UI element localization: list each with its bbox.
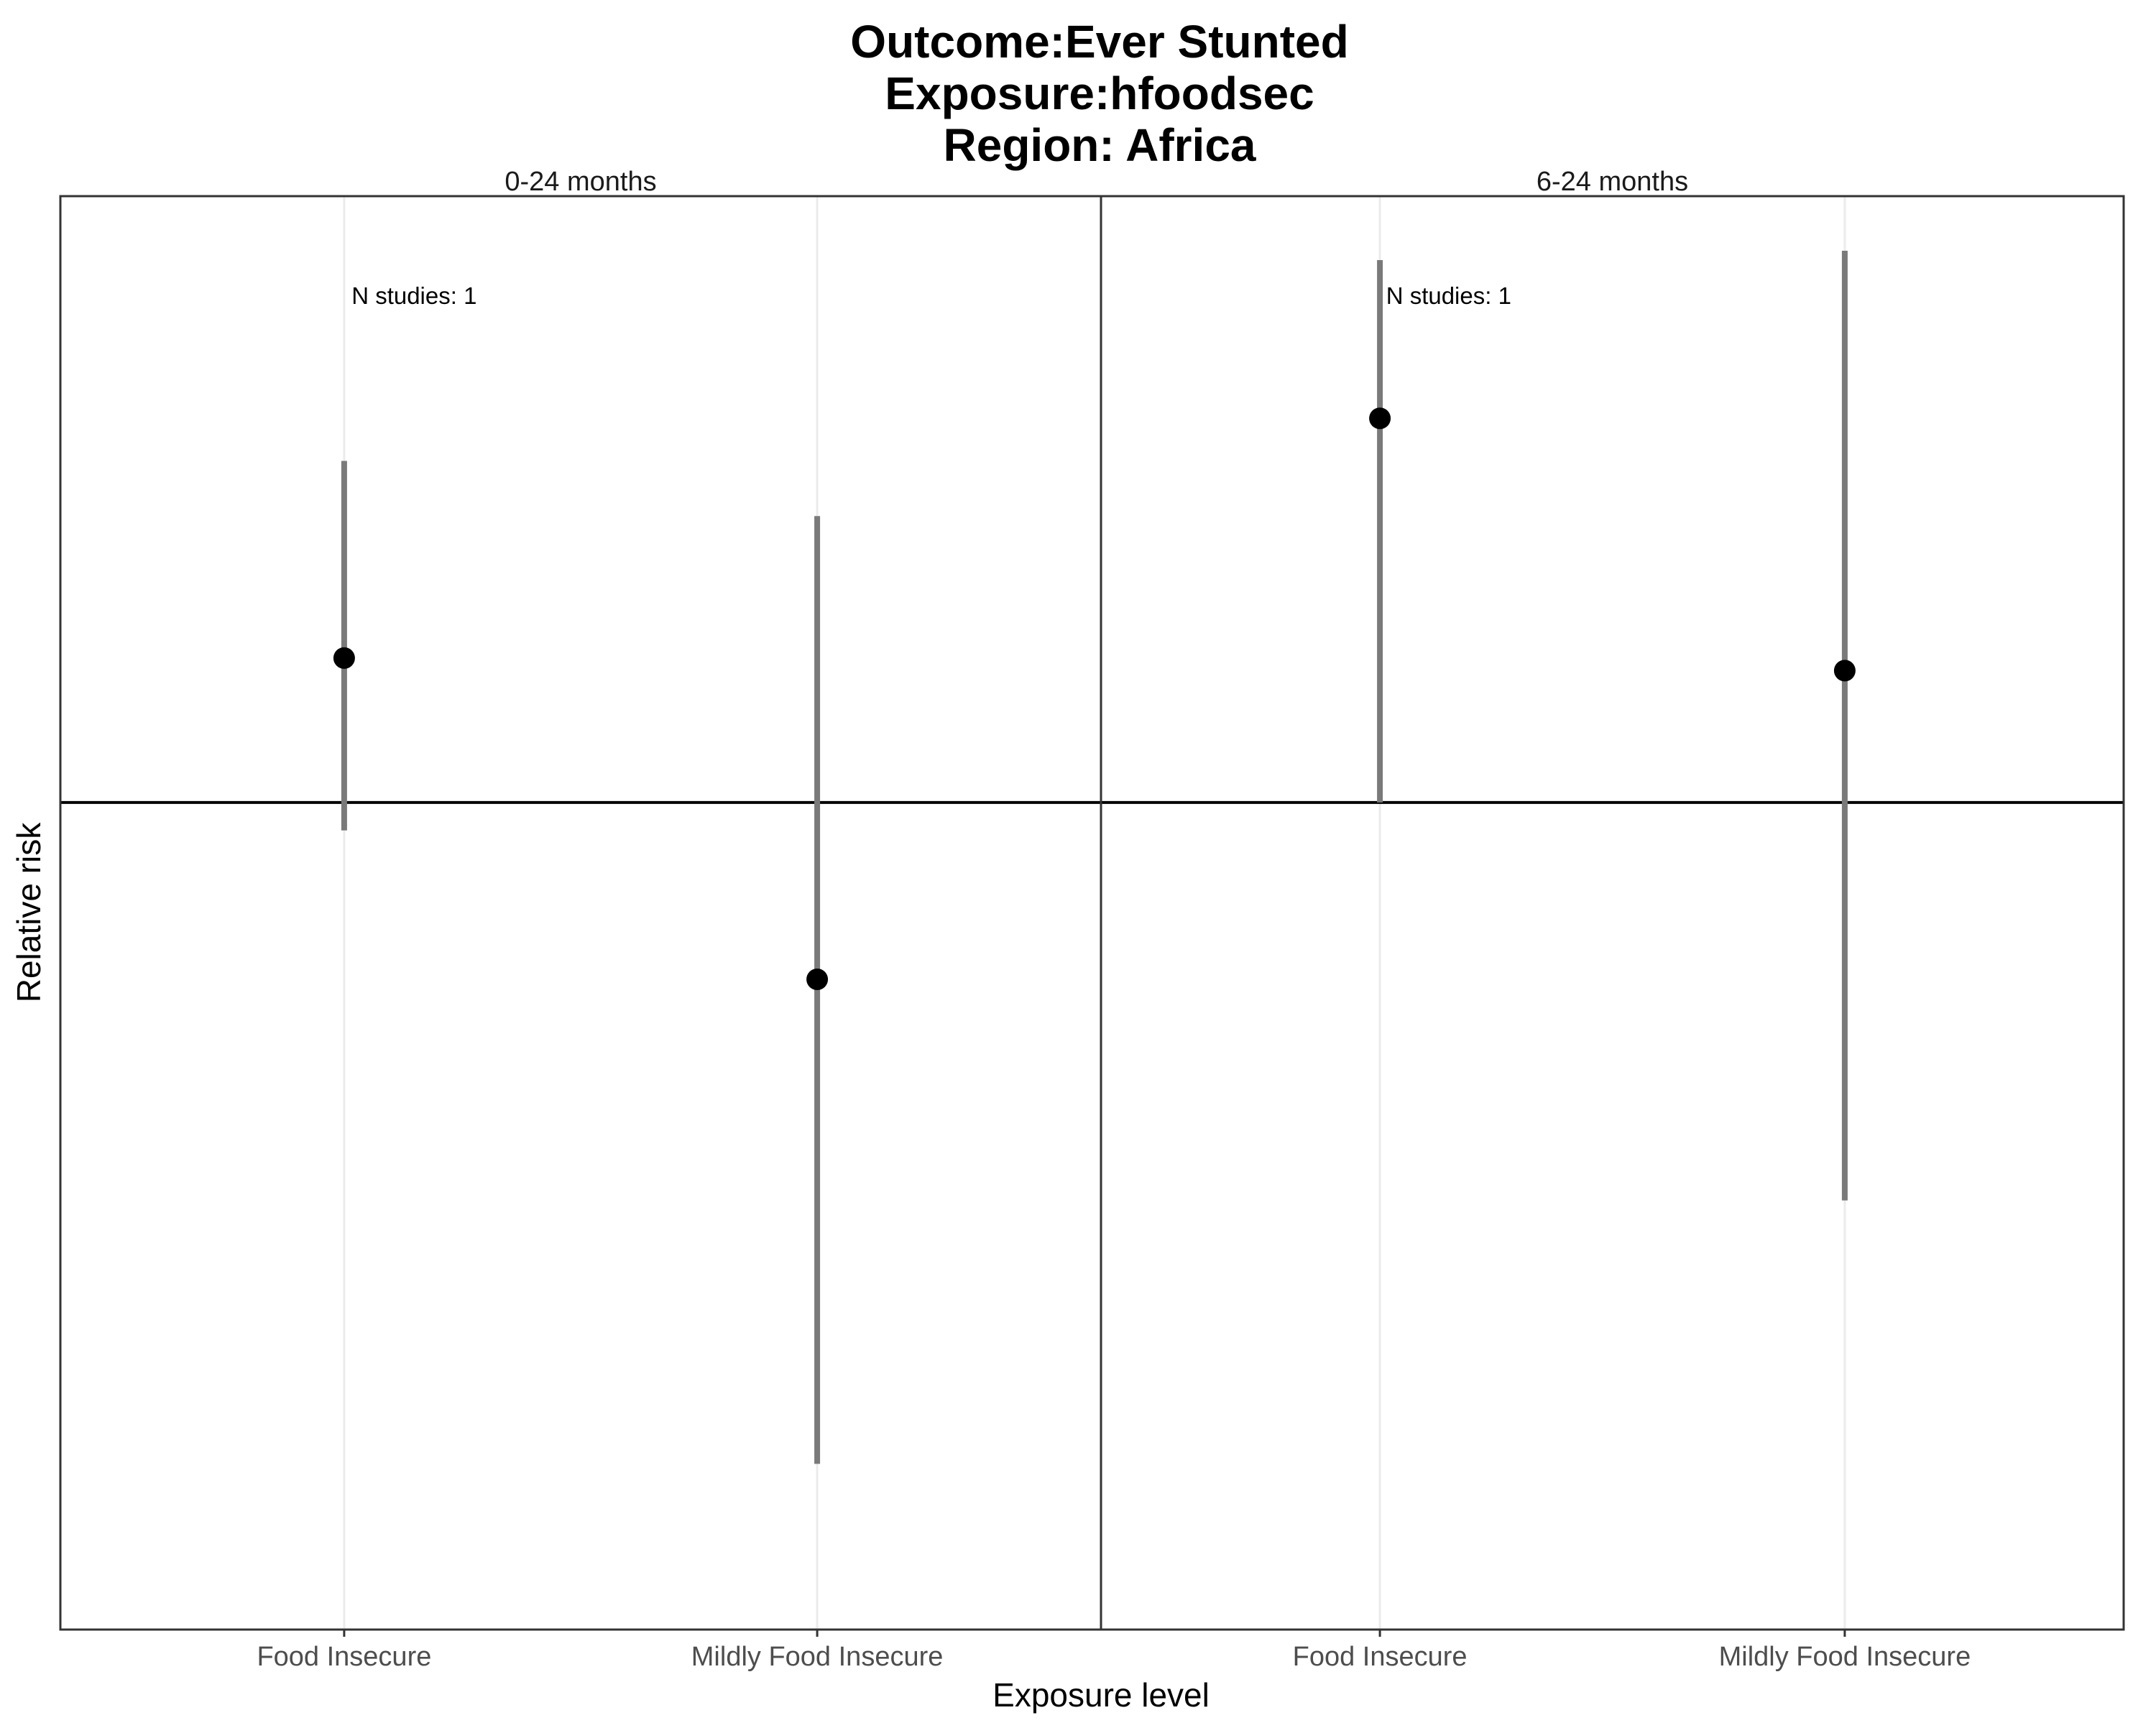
x-tick-label: Mildly Food Insecure	[1719, 1642, 1971, 1672]
n-studies-annotation: N studies: 1	[351, 282, 476, 309]
chart-title-line: Region: Africa	[944, 119, 1256, 171]
facet-label: 0-24 months	[505, 167, 656, 197]
chart-title-line: Outcome:Ever Stunted	[850, 16, 1348, 68]
x-axis-title: Exposure level	[992, 1676, 1210, 1714]
x-tick-label: Food Insecure	[1293, 1642, 1468, 1672]
point-estimate	[333, 647, 355, 669]
panel-border	[1100, 195, 2125, 1631]
x-tick-label: Mildly Food Insecure	[691, 1642, 944, 1672]
panel-border	[59, 195, 1102, 1631]
n-studies-annotation: N studies: 1	[1386, 282, 1511, 309]
y-axis-title: Relative risk	[10, 822, 47, 1003]
point-estimate	[1833, 660, 1856, 682]
facet-label: 6-24 months	[1537, 167, 1688, 197]
chart-title-line: Exposure:hfoodsec	[885, 68, 1314, 119]
point-estimate	[1369, 407, 1391, 430]
x-tick-label: Food Insecure	[257, 1642, 431, 1672]
point-estimate	[806, 969, 829, 991]
